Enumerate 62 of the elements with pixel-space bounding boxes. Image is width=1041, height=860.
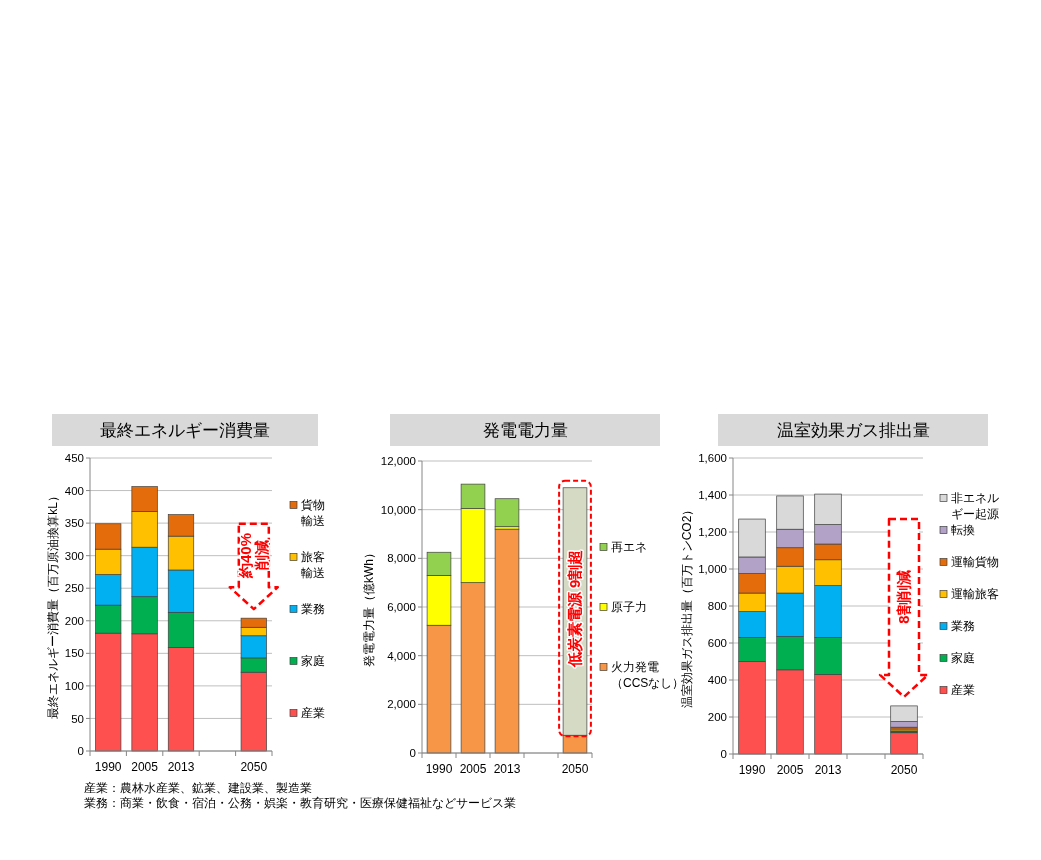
y-tick-label: 200 (707, 711, 727, 724)
y-tick-label: 1,600 (698, 452, 727, 465)
x-tick-label: 2005 (131, 760, 159, 775)
y-tick-label: 400 (64, 484, 84, 497)
y-tick-label: 0 (409, 747, 416, 760)
y-tick-label: 250 (64, 582, 84, 595)
y-tick-label: 1,000 (698, 563, 727, 576)
legend-label: 転換 (951, 523, 975, 538)
y-tick-label: 12,000 (380, 455, 416, 468)
x-tick-label: 2013 (493, 762, 521, 777)
legend-label: 旅客輸送 (301, 550, 325, 581)
legend-label: 運輸旅客 (951, 587, 999, 602)
y-tick-label: 10,000 (380, 503, 416, 516)
y-tick-label: 2,000 (387, 698, 416, 711)
legend-label: 産業 (301, 706, 325, 721)
y-tick-label: 6,000 (387, 601, 416, 614)
text: 業務：商業・飲食・宿泊・公務・娯楽・教育研究・医療保健福祉などサービス業 (84, 796, 516, 811)
y-tick-label: 200 (64, 614, 84, 627)
legend-label: 産業 (951, 683, 975, 698)
y-tick-label: 450 (64, 452, 84, 465)
x-tick-label: 1990 (425, 762, 453, 777)
y-tick-label: 300 (64, 549, 84, 562)
annotation: 低炭素電源 9割超 (566, 549, 584, 669)
annotation: 約40%削減 (237, 532, 271, 579)
y-tick-label: 1,400 (698, 489, 727, 502)
y-tick-label: 800 (707, 600, 727, 613)
y-tick-label: 0 (720, 748, 727, 761)
legend-label: 非エネルギー起源 (951, 491, 999, 522)
legend-label: 貨物輸送 (301, 498, 325, 529)
x-tick-label: 2050 (240, 760, 268, 775)
y-tick-label: 1,200 (698, 526, 727, 539)
y-tick-label: 100 (64, 680, 84, 693)
y-tick-label: 50 (71, 712, 84, 725)
x-tick-label: 2013 (814, 763, 842, 778)
x-tick-label: 2005 (459, 762, 487, 777)
legend-label: 家庭 (301, 654, 325, 669)
x-tick-label: 2050 (561, 762, 589, 777)
y-tick-label: 0 (77, 745, 84, 758)
text: 産業：農林水産業、鉱業、建設業、製造業 (84, 781, 312, 796)
y-axis-title: 発電電力量（億kWh） (362, 547, 377, 667)
legend-label: 運輸貨物 (951, 555, 999, 570)
chart-title: 温室効果ガス排出量 (776, 421, 930, 441)
legend-label: 原子力 (611, 600, 647, 615)
legend-label: 再エネ (611, 540, 647, 555)
x-tick-label: 2050 (890, 763, 918, 778)
y-tick-label: 8,000 (387, 552, 416, 565)
legend-label: 業務 (951, 619, 975, 634)
x-tick-label: 2013 (167, 760, 195, 775)
x-tick-label: 1990 (738, 763, 766, 778)
annotation: 8割削減 (895, 570, 913, 624)
x-tick-label: 2005 (776, 763, 804, 778)
chart-title: 発電電力量 (482, 421, 568, 441)
y-tick-label: 600 (707, 637, 727, 650)
y-tick-label: 4,000 (387, 649, 416, 662)
y-axis-title: 最終エネルギー消費量（百万原油換算kL） (46, 490, 61, 719)
y-tick-label: 400 (707, 674, 727, 687)
y-tick-label: 150 (64, 647, 84, 660)
chart-title: 最終エネルギー消費量 (100, 421, 270, 441)
legend-label: 家庭 (951, 651, 975, 666)
x-tick-label: 1990 (94, 760, 122, 775)
y-tick-label: 350 (64, 517, 84, 530)
legend-label: 業務 (301, 602, 325, 617)
